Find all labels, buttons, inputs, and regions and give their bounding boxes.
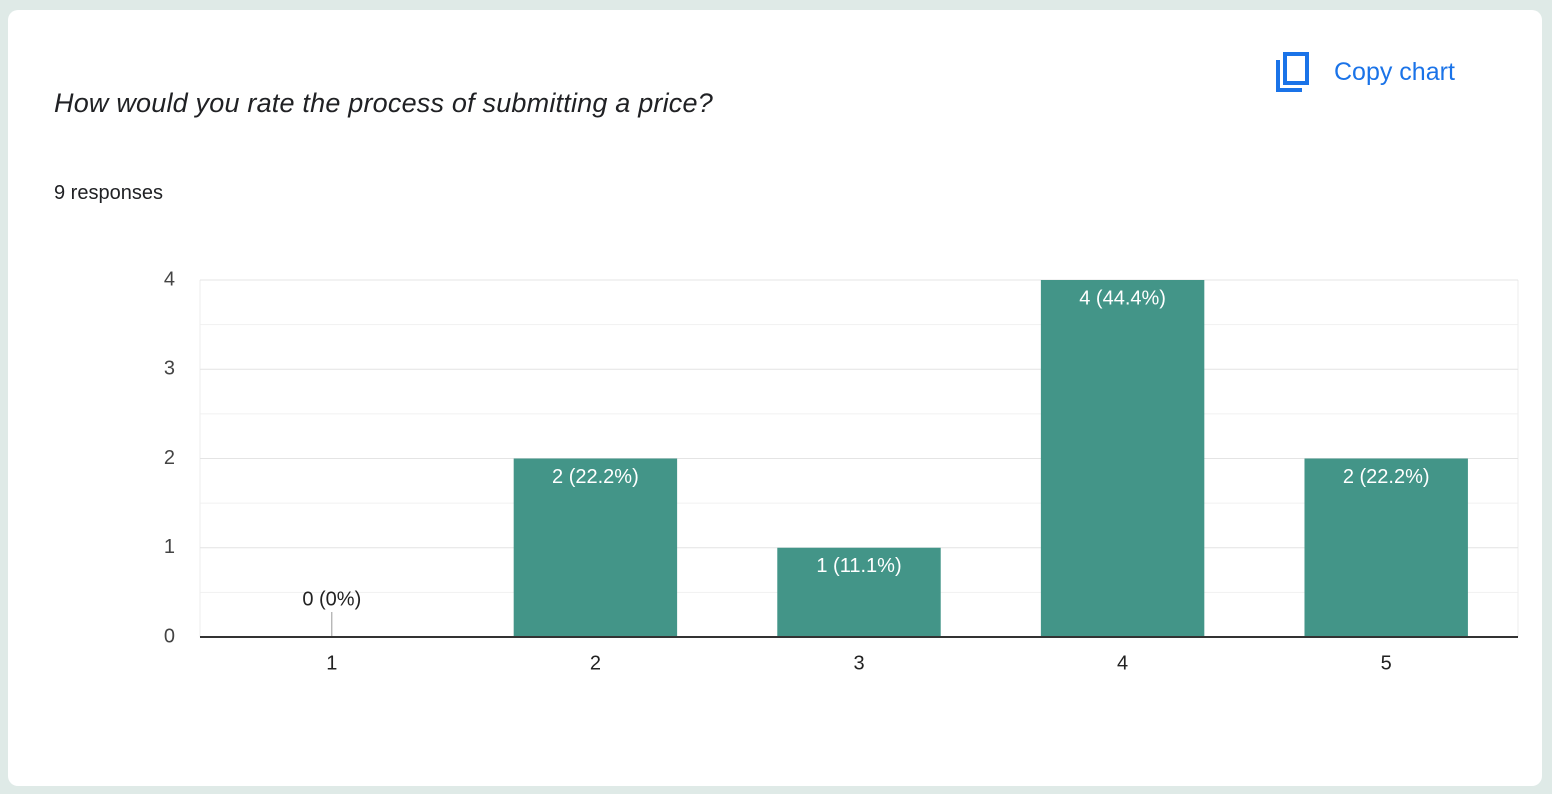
value-label: 4 (44.4%)	[1079, 287, 1166, 309]
bar	[1304, 458, 1468, 637]
y-tick-label: 1	[164, 536, 175, 558]
y-tick-label: 3	[164, 358, 175, 380]
y-tick-label: 4	[164, 268, 175, 290]
y-tick-label: 2	[164, 447, 175, 469]
copy-icon	[1276, 52, 1309, 92]
bar	[513, 458, 678, 637]
card: How would you rate the process of submit…	[8, 10, 1542, 786]
value-label: 1 (11.1%)	[816, 555, 901, 577]
y-tick-label: 0	[164, 625, 175, 647]
copy-chart-label: Copy chart	[1334, 57, 1455, 86]
x-tick-label: 1	[326, 652, 337, 674]
x-tick-label: 4	[1117, 652, 1128, 674]
value-label: 2 (22.2%)	[552, 466, 639, 488]
x-tick-label: 2	[590, 652, 601, 674]
bar	[777, 547, 941, 637]
x-tick-label: 3	[853, 652, 864, 674]
response-count: 9 responses	[54, 182, 163, 204]
chart-title: How would you rate the process of submit…	[54, 88, 713, 118]
x-tick-label: 5	[1381, 652, 1392, 674]
value-label: 2 (22.2%)	[1343, 466, 1430, 488]
copy-chart-button[interactable]: Copy chart	[1274, 50, 1455, 94]
bar	[1040, 280, 1205, 637]
value-label: 0 (0%)	[302, 588, 361, 610]
